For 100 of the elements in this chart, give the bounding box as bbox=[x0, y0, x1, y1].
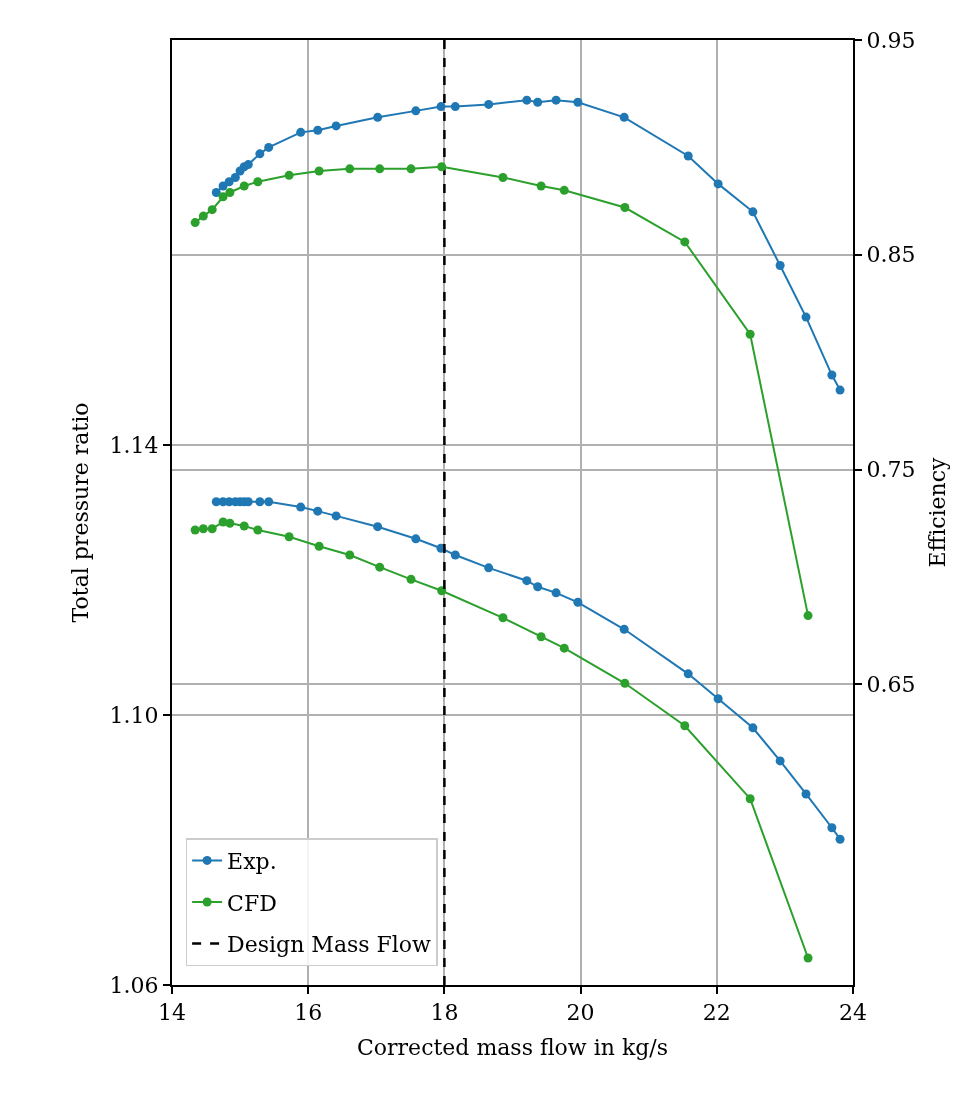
x-tick-label: 18 bbox=[430, 1000, 459, 1026]
point bbox=[406, 574, 416, 584]
point bbox=[314, 166, 324, 176]
point bbox=[748, 207, 758, 217]
point bbox=[484, 563, 494, 573]
legend-label: Exp. bbox=[227, 848, 277, 874]
point bbox=[198, 211, 208, 221]
point bbox=[313, 125, 323, 135]
y-tick-label: 1.10 bbox=[109, 702, 159, 728]
point bbox=[573, 597, 583, 607]
point bbox=[375, 562, 385, 572]
point bbox=[375, 164, 385, 174]
y-tick-label: 1.14 bbox=[109, 432, 159, 458]
point bbox=[225, 518, 235, 528]
point bbox=[450, 550, 460, 560]
point bbox=[284, 170, 294, 180]
y2-tick-label: 0.85 bbox=[866, 242, 916, 268]
point bbox=[239, 181, 249, 191]
point bbox=[683, 669, 693, 679]
point bbox=[207, 524, 217, 534]
y2-tick-label: 0.65 bbox=[866, 672, 916, 698]
point bbox=[533, 582, 543, 592]
point bbox=[619, 624, 629, 634]
y-axis-title: Total pressure ratio bbox=[67, 402, 93, 623]
point bbox=[450, 102, 460, 112]
point bbox=[683, 151, 693, 161]
x-tick-label: 16 bbox=[294, 1000, 323, 1026]
point bbox=[264, 497, 274, 507]
point bbox=[620, 678, 630, 688]
point bbox=[522, 576, 532, 586]
point bbox=[522, 95, 532, 105]
point bbox=[437, 586, 447, 596]
point bbox=[406, 164, 416, 174]
point bbox=[253, 177, 263, 187]
point bbox=[255, 497, 265, 507]
point bbox=[190, 218, 200, 228]
point bbox=[190, 525, 200, 535]
point bbox=[827, 370, 837, 380]
point bbox=[801, 789, 811, 799]
point bbox=[484, 99, 494, 109]
x-tick-label: 20 bbox=[566, 1000, 595, 1026]
point bbox=[713, 694, 723, 704]
point bbox=[775, 756, 785, 766]
point bbox=[411, 534, 421, 544]
point bbox=[437, 162, 447, 172]
x-tick-label: 14 bbox=[158, 1000, 186, 1026]
point bbox=[559, 643, 569, 653]
point bbox=[680, 237, 690, 247]
point bbox=[264, 142, 274, 152]
point bbox=[218, 192, 228, 202]
point bbox=[573, 97, 583, 107]
point bbox=[498, 172, 508, 182]
x-axis-title: Corrected mass flow in kg/s bbox=[357, 1034, 668, 1060]
point bbox=[620, 203, 630, 213]
x-tick-label: 22 bbox=[702, 1000, 731, 1026]
point bbox=[284, 532, 294, 542]
point bbox=[255, 149, 265, 159]
point bbox=[551, 588, 561, 598]
point bbox=[745, 794, 755, 804]
point bbox=[803, 611, 813, 621]
point bbox=[314, 541, 324, 551]
point bbox=[619, 112, 629, 122]
point bbox=[835, 834, 845, 844]
ref-line-label: Design Mass Flow bbox=[227, 932, 432, 958]
point bbox=[225, 187, 235, 197]
point bbox=[331, 511, 341, 521]
point bbox=[835, 385, 845, 395]
y2-axis-title: Efficiency bbox=[924, 456, 950, 568]
point bbox=[198, 524, 208, 534]
point bbox=[536, 181, 546, 191]
point bbox=[748, 723, 758, 733]
point bbox=[498, 613, 508, 623]
point bbox=[801, 312, 811, 322]
point bbox=[313, 506, 323, 516]
point bbox=[827, 823, 837, 833]
point bbox=[533, 97, 543, 107]
y-tick-label: 1.06 bbox=[109, 972, 159, 998]
point bbox=[436, 102, 446, 112]
point bbox=[680, 721, 690, 731]
point bbox=[243, 160, 253, 170]
point bbox=[536, 632, 546, 642]
point bbox=[345, 550, 355, 560]
x-tick-label: 24 bbox=[839, 1000, 867, 1026]
point bbox=[296, 502, 306, 512]
point bbox=[211, 187, 221, 197]
point bbox=[253, 525, 263, 535]
point bbox=[373, 522, 383, 532]
y2-tick-label: 0.95 bbox=[866, 27, 916, 53]
legend-label: CFD bbox=[227, 890, 277, 916]
y2-tick-label: 0.75 bbox=[866, 457, 916, 483]
point bbox=[745, 329, 755, 339]
point bbox=[331, 121, 341, 131]
point bbox=[551, 95, 561, 105]
point bbox=[296, 127, 306, 137]
point bbox=[803, 953, 813, 963]
point bbox=[411, 106, 421, 116]
point bbox=[713, 179, 723, 189]
point bbox=[559, 185, 569, 195]
point bbox=[207, 205, 217, 215]
point bbox=[775, 261, 785, 271]
